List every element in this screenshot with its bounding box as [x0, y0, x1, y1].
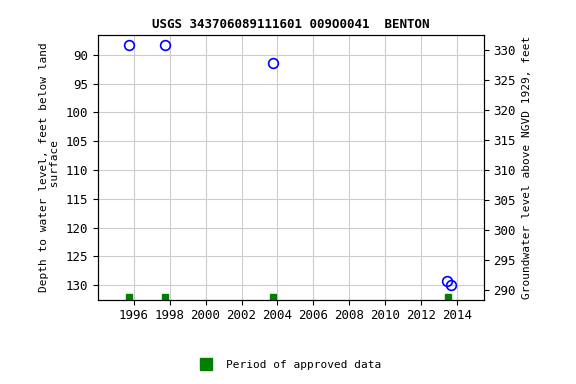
Title: USGS 343706089111601 009O0041  BENTON: USGS 343706089111601 009O0041 BENTON: [152, 18, 430, 31]
Y-axis label: Depth to water level, feet below land
 surface: Depth to water level, feet below land su…: [39, 42, 60, 292]
Y-axis label: Groundwater level above NGVD 1929, feet: Groundwater level above NGVD 1929, feet: [522, 35, 532, 299]
Legend: Period of approved data: Period of approved data: [191, 356, 385, 375]
